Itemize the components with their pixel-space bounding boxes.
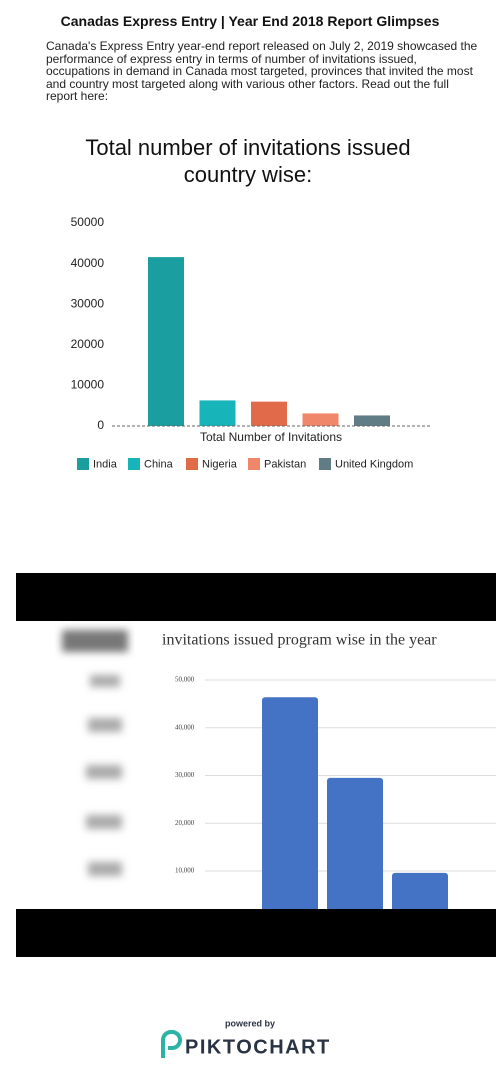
y-tick-label: 50000 <box>71 215 105 229</box>
y-tick-label: 40000 <box>71 256 105 270</box>
y-tick-label: 20,000 <box>175 819 195 827</box>
legend-label: Nigeria <box>202 458 238 470</box>
y-tick-label: 40,000 <box>175 723 195 731</box>
y-tick-label: 10,000 <box>175 867 195 875</box>
y-tick-label: 50,000 <box>175 676 195 684</box>
chart-image: invitations issued program wise in the y… <box>16 621 496 909</box>
legend-label: Pakistan <box>264 458 306 470</box>
bar <box>392 872 448 909</box>
legend-swatch <box>128 458 140 470</box>
legend-swatch <box>77 458 89 470</box>
bar <box>354 415 390 426</box>
bar <box>199 400 236 426</box>
powered-by: powered by <box>225 1018 275 1028</box>
blurred-panel <box>62 630 128 876</box>
title: Canadas Express Entry | Year End 2018 Re… <box>60 13 440 29</box>
y-tick-label: 10000 <box>71 378 105 392</box>
y-tick-label: 30,000 <box>175 771 195 779</box>
legend-label: United Kingdom <box>335 458 413 470</box>
bar <box>262 697 318 909</box>
y-tick-label: 20000 <box>71 337 105 351</box>
y-tick-label: 30000 <box>71 296 105 310</box>
bar <box>302 413 339 426</box>
y-tick-label: 0 <box>97 418 104 432</box>
logo <box>161 1030 182 1058</box>
intro-text: Canada's Express Entry year-end report r… <box>46 39 478 103</box>
brand: PIKTOCHART <box>185 1036 331 1058</box>
legend-label: China <box>144 458 174 470</box>
chart-title: Total number of invitations issued count… <box>85 135 411 187</box>
legend-swatch <box>319 458 331 470</box>
bar <box>251 401 287 426</box>
bar <box>148 257 184 426</box>
bar <box>327 777 383 909</box>
chart-title: invitations issued program wise in the y… <box>162 632 437 649</box>
x-axis-label: Total Number of Invitations <box>200 430 342 444</box>
legend-swatch <box>248 458 260 470</box>
legend-label: India <box>93 458 118 470</box>
legend-swatch <box>186 458 198 470</box>
